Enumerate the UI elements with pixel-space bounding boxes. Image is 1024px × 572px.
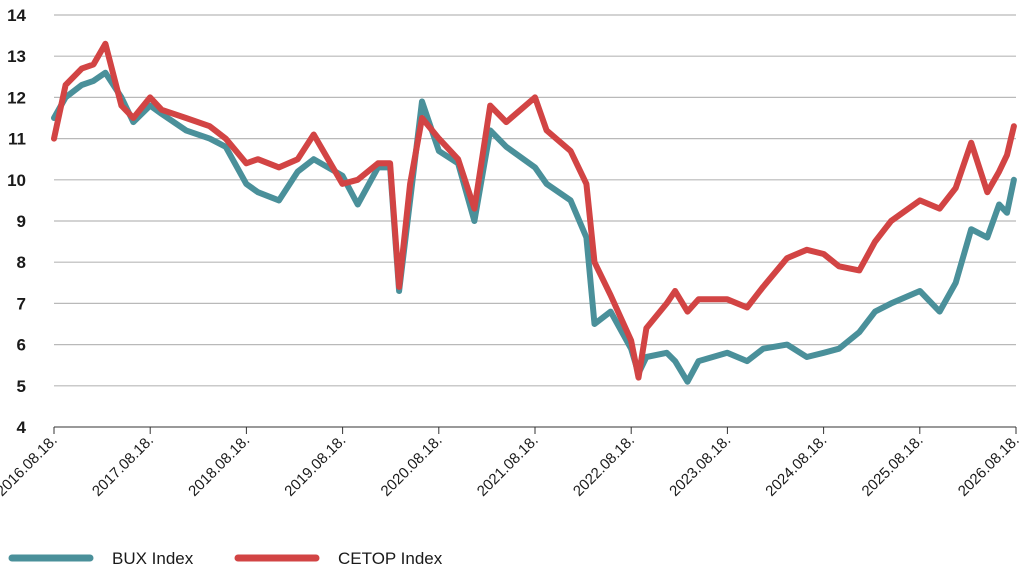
y-axis-tick-labels: 4 5 6 7 8 9 10 11 12 13 14 [7,6,26,437]
y-tick-label: 12 [7,88,26,107]
x-tick-label: 2024.08.18. [762,432,830,500]
y-tick-label: 10 [7,171,26,190]
y-tick-label: 6 [17,336,26,355]
legend: BUX Index CETOP Index [8,549,443,568]
x-tick-label: 2018.08.18. [185,432,253,500]
gridlines [54,14,1016,387]
bux-index-line [51,69,1017,385]
x-tick-label: 2021.08.18. [474,432,542,500]
x-tick-label: 2020.08.18. [378,432,446,500]
legend-label: BUX Index [112,549,194,568]
y-tick-label: 8 [17,253,26,272]
y-tick-label: 14 [7,6,26,25]
x-tick-label: 2019.08.18. [281,432,349,500]
y-tick-label: 11 [8,130,26,149]
y-tick-label: 13 [7,47,26,66]
x-tick-label: 2017.08.18. [89,432,157,500]
x-tick-label: 2026.08.18. [955,432,1023,500]
y-tick-label: 7 [17,294,26,313]
legend-label: CETOP Index [338,549,443,568]
legend-item-bux-index: BUX Index [8,549,194,568]
y-tick-label: 9 [17,212,26,231]
x-tick-label: 2025.08.18. [859,432,927,500]
y-tick-label: 5 [17,377,26,396]
cetop-index-line [51,40,1017,381]
series-lines [51,40,1017,385]
x-tick-label: 2016.08.18. [0,432,61,500]
x-tick-label: 2023.08.18. [666,432,734,500]
legend-item-cetop-index: CETOP Index [234,549,443,568]
x-axis: 2016.08.18. 2017.08.18. 2018.08.18. 2019.08… [0,426,1023,500]
y-tick-label: 4 [17,418,27,437]
x-tick-label: 2022.08.18. [570,432,638,500]
